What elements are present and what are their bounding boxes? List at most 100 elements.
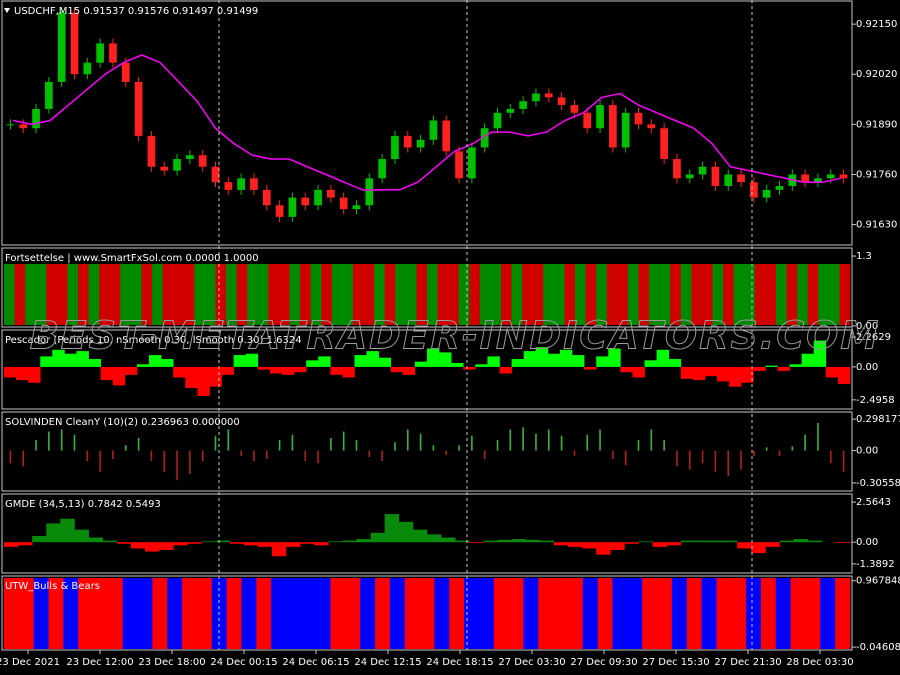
histogram-bar (328, 541, 343, 543)
state-bar (627, 578, 643, 649)
histogram-bar (765, 542, 780, 547)
histogram-bar (4, 542, 19, 547)
candle (455, 151, 463, 179)
candle (160, 166, 169, 171)
histogram-bar (390, 366, 404, 373)
histogram-bar (427, 534, 442, 543)
state-bar (479, 264, 491, 325)
histogram-bar (342, 540, 357, 543)
state-bar (310, 264, 322, 325)
y-tick-label: 0.00 (856, 321, 878, 332)
candle (570, 105, 579, 113)
state-bar (173, 264, 185, 325)
candle (737, 174, 745, 183)
panel-frame (1, 247, 853, 328)
state-bar (241, 578, 257, 649)
x-tick-label: 23 Dec 18:00 (138, 657, 205, 668)
state-bar (790, 578, 806, 649)
panel-title: USDCHF,M15 0.91537 0.91576 0.91497 0.914… (14, 6, 258, 17)
histogram-bar (599, 429, 601, 451)
histogram-bar (330, 437, 332, 451)
histogram-bar (632, 366, 645, 378)
histogram-bar (356, 539, 371, 543)
panel-title: Pescador (Periods 10, nSmooth 0.30, lSmo… (5, 335, 302, 346)
x-tick-label: 28 Dec 03:30 (786, 657, 853, 668)
histogram-bar (469, 542, 484, 543)
panel-frame (1, 0, 853, 246)
histogram-bar (727, 450, 730, 476)
candle (57, 12, 66, 82)
histogram-bar (243, 542, 259, 546)
histogram-bar (777, 366, 790, 371)
state-bar (14, 264, 26, 325)
histogram-bar (704, 366, 718, 377)
state-bar (330, 578, 346, 649)
state-bar (167, 578, 183, 649)
histogram-bar (644, 360, 657, 367)
histogram-bar (451, 362, 464, 367)
x-tick-label: 27 Dec 15:30 (642, 657, 709, 668)
histogram-bar (278, 440, 281, 451)
histogram-bar (163, 450, 166, 472)
histogram-bar (596, 542, 611, 555)
histogram-bar (35, 440, 37, 451)
histogram-bar (32, 535, 47, 543)
histogram-bar (102, 540, 118, 543)
state-bar (194, 264, 206, 325)
candle (596, 105, 604, 129)
x-tick-label: 27 Dec 21:30 (714, 657, 781, 668)
state-bar (4, 578, 20, 649)
state-bar (828, 264, 840, 325)
histogram-bar (378, 357, 392, 367)
histogram-bar (427, 348, 440, 367)
state-bar (196, 578, 213, 649)
x-tick-label: 24 Dec 18:15 (426, 657, 493, 668)
candle (634, 112, 643, 125)
histogram-bar (692, 366, 706, 381)
histogram-bar (342, 431, 345, 451)
state-bar (404, 578, 420, 649)
histogram-bar (483, 450, 486, 460)
state-bar (490, 264, 502, 325)
histogram-bar (342, 366, 355, 378)
histogram-bar (116, 542, 132, 544)
histogram-bar (553, 542, 569, 546)
histogram-bar (265, 450, 268, 460)
candle (70, 12, 79, 75)
x-tick-label: 24 Dec 00:15 (210, 657, 277, 668)
state-bar (786, 264, 798, 325)
candle (801, 174, 809, 183)
state-bar (553, 578, 569, 649)
histogram-bar (406, 429, 409, 451)
histogram-bar (582, 542, 597, 549)
state-bar (649, 264, 660, 325)
state-bar (331, 264, 343, 325)
collapse-icon[interactable] (4, 8, 10, 13)
histogram-bar (723, 540, 738, 543)
state-bar (33, 578, 49, 649)
state-bar (493, 578, 509, 649)
state-bar (78, 264, 89, 325)
state-bar (300, 578, 316, 649)
histogram-bar (807, 540, 823, 543)
candle (147, 135, 156, 167)
histogram-bar (173, 542, 188, 546)
state-bar (532, 264, 544, 325)
histogram-bar (753, 450, 755, 456)
histogram-bar (535, 433, 537, 451)
histogram-bar (245, 353, 259, 367)
histogram-bar (88, 537, 103, 543)
candle (109, 43, 117, 63)
candle (262, 189, 271, 206)
histogram-bar (185, 366, 198, 389)
state-bar (606, 264, 618, 325)
y-tick-label: -1.3892 (856, 559, 895, 570)
candle (583, 112, 592, 129)
state-bar (278, 264, 290, 325)
state-bar (162, 264, 174, 325)
state-bar (805, 578, 821, 649)
histogram-bar (499, 366, 512, 374)
candle (19, 124, 28, 129)
state-bar (449, 578, 465, 649)
histogram-bar (136, 364, 150, 367)
